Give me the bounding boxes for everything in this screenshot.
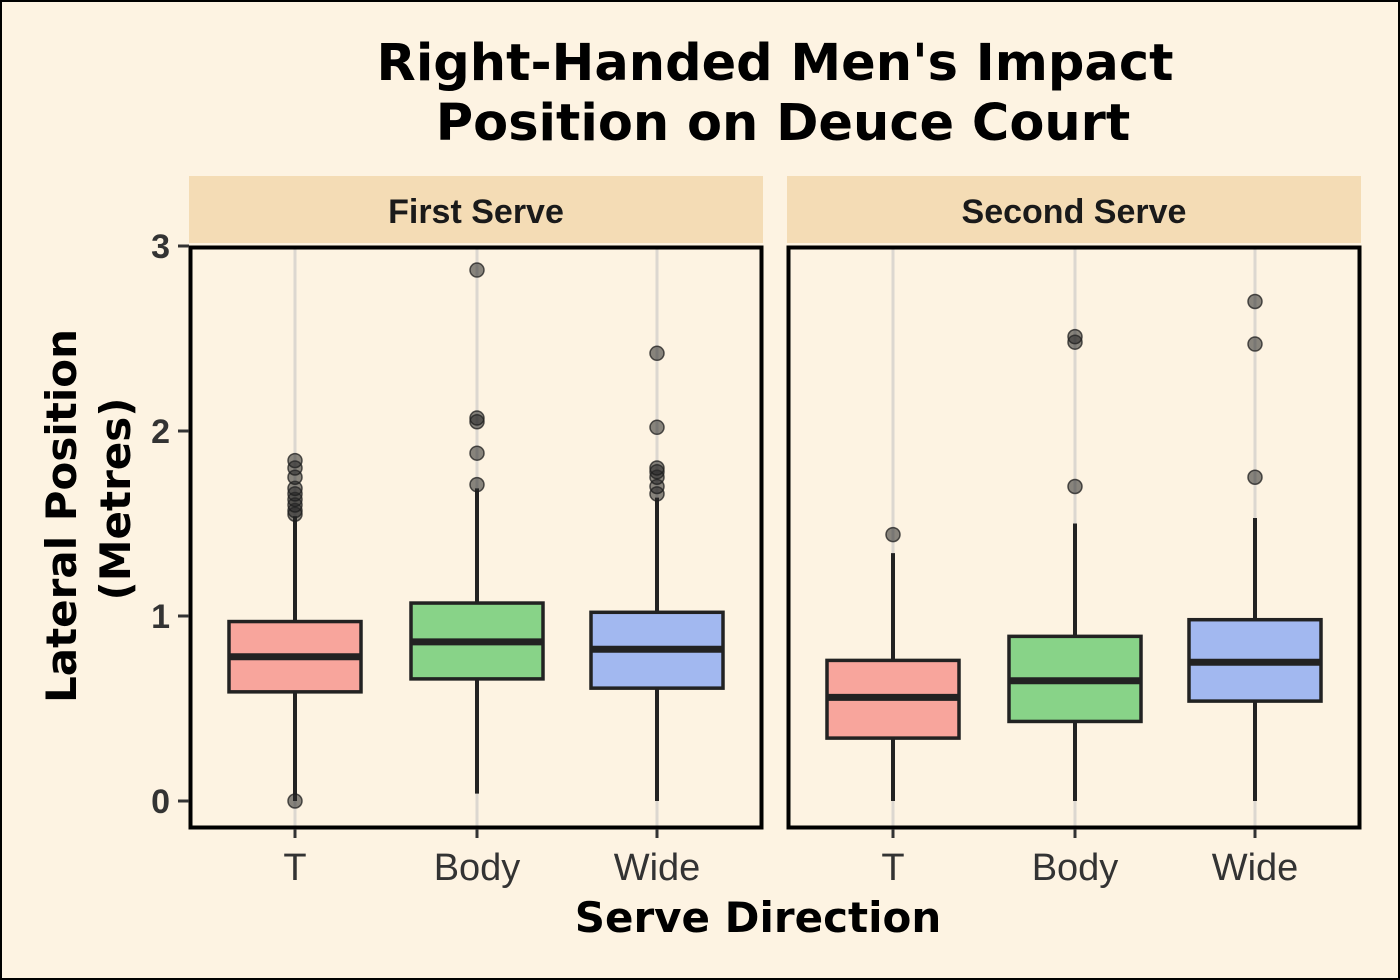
x-tick-label: T bbox=[283, 847, 306, 889]
box-wide bbox=[1187, 293, 1323, 801]
outlier-point bbox=[649, 419, 665, 436]
facet-strip-label: Second Serve bbox=[962, 193, 1187, 231]
x-tick-label: Wide bbox=[614, 847, 701, 889]
outlier-point bbox=[1247, 293, 1263, 310]
x-tick-label: Wide bbox=[1212, 847, 1299, 889]
y-tick-label: 0 bbox=[151, 783, 170, 821]
y-tick-label: 3 bbox=[151, 228, 170, 266]
x-axis-title: Serve Direction bbox=[575, 893, 942, 942]
outlier-point bbox=[1247, 469, 1263, 485]
panel-border bbox=[188, 245, 764, 830]
chart-title-line-2: Position on Deuce Court bbox=[436, 94, 1130, 153]
facet-strip bbox=[189, 176, 763, 243]
x-tick-label: T bbox=[881, 847, 904, 889]
outlier-point bbox=[287, 793, 303, 809]
outlier-point bbox=[469, 445, 485, 461]
y-tick-label: 1 bbox=[151, 598, 170, 636]
outlier-point bbox=[287, 452, 303, 469]
facet-panel-2: Second Serve T Body Wide bbox=[786, 176, 1362, 889]
outlier-point bbox=[649, 345, 665, 362]
box-body bbox=[1007, 328, 1143, 801]
box-t bbox=[825, 526, 961, 801]
y-tick-label: 2 bbox=[151, 413, 170, 451]
y-axis-title-line-2: (Metres) bbox=[91, 398, 140, 601]
outlier-point bbox=[469, 476, 485, 493]
facet-strip bbox=[787, 176, 1361, 243]
x-tick-label: Body bbox=[1032, 847, 1119, 889]
outlier-point bbox=[885, 526, 901, 543]
y-axis-title-line-1: Lateral Position bbox=[37, 329, 86, 703]
facet-panel-1: First Serve T Body Wide bbox=[188, 176, 764, 889]
facet-strip-label: First Serve bbox=[388, 193, 564, 231]
outlier-point bbox=[1247, 336, 1263, 352]
outlier-point bbox=[1067, 478, 1083, 495]
outlier-point bbox=[469, 262, 485, 278]
outlier-point bbox=[469, 410, 485, 426]
outlier-point bbox=[649, 460, 665, 476]
box-body bbox=[409, 262, 545, 794]
box-wide bbox=[589, 345, 725, 801]
panel-border bbox=[786, 245, 1362, 830]
box-t bbox=[227, 452, 363, 809]
x-tick-label: Body bbox=[434, 847, 521, 889]
outlier-point bbox=[1067, 328, 1083, 345]
chart-title-line-1: Right-Handed Men's Impact bbox=[377, 34, 1174, 93]
